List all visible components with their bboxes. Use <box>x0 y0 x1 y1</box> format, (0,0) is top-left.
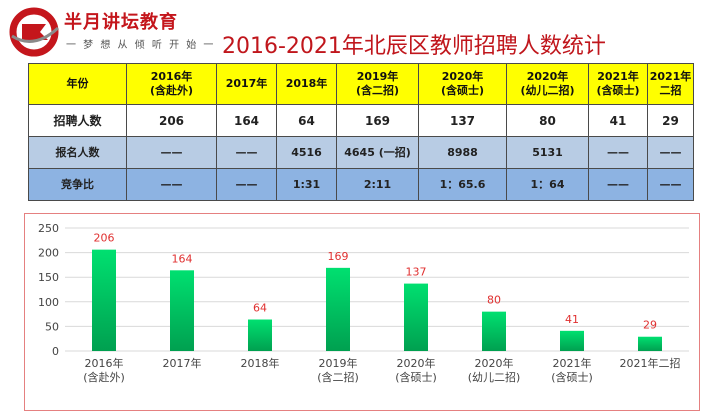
y-tick-label: 250 <box>38 222 59 235</box>
row-label: 竞争比 <box>28 168 127 201</box>
header-cell: 2020年 (含硕士) <box>418 63 507 105</box>
header-cell: 2019年 (含二招) <box>336 63 419 105</box>
x-tick-label: (含硕士) <box>395 370 437 384</box>
y-tick-label: 100 <box>38 296 59 309</box>
slide-title: 2016-2021年北辰区教师招聘人数统计 <box>222 34 606 59</box>
data-label: 80 <box>487 294 501 307</box>
chart-panel: 0 50 100 150 200 250 206 2016年 (含赴外) 164 2017年 64 20… <box>24 213 700 411</box>
header-cell: 2017年 <box>216 63 277 105</box>
y-tick-label: 0 <box>52 345 59 358</box>
y-tick-label: 50 <box>45 320 59 333</box>
logo-mark-icon <box>9 7 60 57</box>
table-row: 报名人数 —— —— 4516 4645 (一招) 8988 5131 —— —— <box>28 136 694 169</box>
bar <box>326 267 350 351</box>
recruitment-table: 年份 2016年 (含赴外) 2017年 2018年 2019年 (含二招) 2020年 … <box>28 63 694 201</box>
x-tick-label: 2020年 <box>397 356 436 370</box>
x-tick-label: 2016年 <box>85 356 124 370</box>
data-label: 206 <box>94 232 115 245</box>
table-cell: —— <box>126 168 217 201</box>
bar <box>92 249 116 351</box>
table-cell: —— <box>588 136 648 169</box>
table-cell: 5131 <box>506 136 589 169</box>
logo-slogan: 一 梦 想 从 倾 听 开 始 一 <box>66 40 216 51</box>
table-cell: —— <box>647 136 694 169</box>
header-cell: 2021年 (含硕士) <box>588 63 648 105</box>
data-label: 164 <box>172 252 193 265</box>
x-tick-label: (含二招) <box>317 370 359 384</box>
x-tick-label: 2021年 <box>553 356 592 370</box>
y-tick-label: 150 <box>38 271 59 284</box>
header-cell-year: 年份 <box>28 63 127 105</box>
table-cell: 80 <box>506 104 589 137</box>
table-cell: 1：65.6 <box>418 168 507 201</box>
table-cell: 2:11 <box>336 168 419 201</box>
header-cell: 2018年 <box>276 63 337 105</box>
bar <box>482 311 506 351</box>
bar <box>248 319 272 351</box>
header-cell: 2016年 (含赴外) <box>126 63 217 105</box>
header-cell: 2020年 (幼儿二招) <box>506 63 589 105</box>
data-label: 29 <box>643 319 657 332</box>
table-cell: —— <box>647 168 694 201</box>
logo-name: 半月讲坛教育 <box>64 12 178 33</box>
table-cell: 1：64 <box>506 168 589 201</box>
table-cell: 169 <box>336 104 419 137</box>
data-label: 169 <box>328 250 349 263</box>
y-tick-label: 200 <box>38 247 59 260</box>
row-label: 报名人数 <box>28 136 127 169</box>
table-cell: 41 <box>588 104 648 137</box>
table-cell: 1:31 <box>276 168 337 201</box>
bar <box>404 283 428 351</box>
x-tick-label: 2018年 <box>241 356 280 370</box>
table-cell: 8988 <box>418 136 507 169</box>
table-cell: 137 <box>418 104 507 137</box>
x-tick-label: 2021年二招 <box>620 356 681 370</box>
logo: 半月讲坛教育 一 梦 想 从 倾 听 开 始 一 <box>8 6 213 58</box>
header-cell: 2021年 二招 <box>647 63 694 105</box>
table-header-row: 年份 2016年 (含赴外) 2017年 2018年 2019年 (含二招) 2020年 … <box>28 63 694 105</box>
table-cell: 4516 <box>276 136 337 169</box>
x-tick-label: (含硕士) <box>551 370 593 384</box>
table-cell: 4645 (一招) <box>336 136 419 169</box>
data-label: 137 <box>406 266 427 279</box>
x-tick-label: 2020年 <box>475 356 514 370</box>
x-tick-label: 2019年 <box>319 356 358 370</box>
bar <box>638 336 662 351</box>
table-cell: —— <box>216 136 277 169</box>
bar <box>560 330 584 351</box>
row-label: 招聘人数 <box>28 104 127 137</box>
table-cell: —— <box>216 168 277 201</box>
table-cell: 29 <box>647 104 694 137</box>
bar-chart: 0 50 100 150 200 250 206 2016年(含赴外) 164 2017年 64 20… <box>38 222 689 384</box>
table-cell: —— <box>588 168 648 201</box>
x-tick-label: (含赴外) <box>83 370 125 384</box>
bar <box>170 270 194 351</box>
data-label: 41 <box>565 313 579 326</box>
x-tick-label: (幼儿二招) <box>468 370 521 384</box>
x-tick-label: 2017年 <box>163 356 202 370</box>
table-row: 招聘人数 206 164 64 169 137 80 41 29 <box>28 104 694 137</box>
table-cell: —— <box>126 136 217 169</box>
table-cell: 164 <box>216 104 277 137</box>
table-cell: 206 <box>126 104 217 137</box>
data-label: 64 <box>253 302 267 315</box>
table-row: 竞争比 —— —— 1:31 2:11 1：65.6 1：64 —— —— <box>28 168 694 201</box>
table-cell: 64 <box>276 104 337 137</box>
